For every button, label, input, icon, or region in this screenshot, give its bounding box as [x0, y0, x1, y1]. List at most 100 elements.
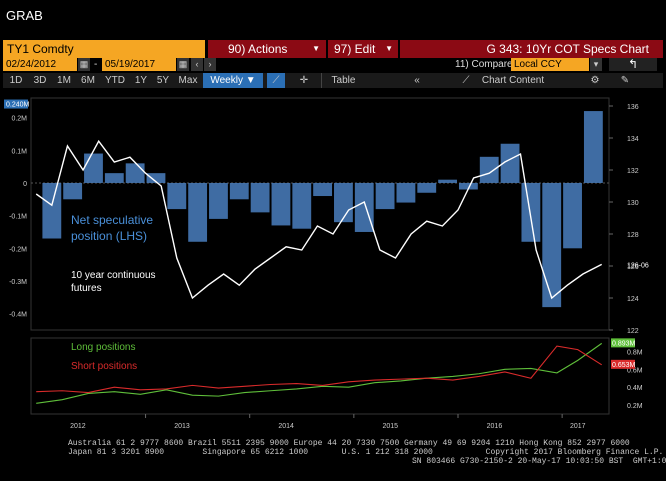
x-axis-tick-label: 2015	[383, 423, 399, 430]
chart-title: G 343: 10Yr COT Specs Chart	[486, 42, 649, 56]
collapse-left-icon[interactable]: «	[414, 75, 420, 86]
crosshair-icon[interactable]: ✛	[299, 75, 309, 86]
upper-plot-frame	[30, 97, 610, 331]
chevron-left-icon[interactable]: ‹	[191, 58, 203, 71]
x-axis-tick-label: 2012	[70, 423, 86, 430]
net-position-bar	[375, 182, 395, 210]
gear-icon[interactable]: ⚙	[590, 75, 600, 86]
chevron-right-icon[interactable]: ›	[204, 58, 216, 71]
left-axis-tick-label: -0.2M	[9, 246, 27, 253]
x-axis-tick-label: 2013	[174, 423, 190, 430]
period-max[interactable]: Max	[178, 75, 198, 86]
cot-chart: 0.2M 0.1M 0 -0.1M -0.2M -0.3M -0.4M 0.240M 136 13…	[4, 97, 649, 430]
settings-icon[interactable]: ✎	[620, 75, 630, 86]
chevron-down-icon[interactable]: ▾	[590, 58, 602, 71]
right-axis-tick-label: 128	[627, 232, 639, 239]
net-position-bar	[167, 182, 187, 210]
footer-line-3: SN 803466 G730-2150-2 20-May-17 10:03:50…	[412, 457, 666, 466]
net-position-bar	[417, 182, 437, 193]
left-axis-tick-label: -0.1M	[9, 214, 27, 221]
window-title: GRAB	[6, 8, 43, 23]
compare-field[interactable]: Local CCY	[511, 58, 589, 71]
left-axis-tick-label: -0.3M	[9, 279, 27, 286]
back-arrow-icon[interactable]: ↰	[609, 58, 657, 71]
lower-last-value-label: 0.893M	[612, 340, 636, 347]
end-date-field[interactable]: 05/19/2017	[102, 58, 176, 71]
net-position-bar	[146, 173, 166, 183]
right-axis-tick-label: 130	[627, 200, 639, 207]
chevron-down-icon: ▼	[312, 44, 320, 53]
net-position-bar	[125, 163, 145, 183]
lower-plot-frame	[30, 337, 610, 415]
long-positions-line	[36, 342, 603, 404]
net-position-bar	[271, 182, 291, 226]
left-axis-tick-label: 0.2M	[11, 116, 27, 123]
left-axis-last-value-badge	[4, 99, 28, 109]
net-position-bar	[209, 182, 228, 219]
short-positions-annotation: Short positions	[71, 361, 137, 372]
line-chart-icon[interactable]: ⟋	[267, 73, 285, 88]
net-position-annotation-line1: Net speculative	[71, 213, 153, 227]
futures-line	[35, 139, 603, 300]
chart-content-button[interactable]: Chart Content	[481, 75, 545, 86]
right-axis-tick-label: 136	[627, 104, 639, 111]
net-position-bar	[188, 182, 208, 242]
period-5y[interactable]: 5Y	[156, 75, 170, 86]
lower-last-value-label: 0.653M	[612, 362, 636, 369]
table-button[interactable]: Table	[321, 73, 365, 88]
period-3d[interactable]: 3D	[33, 75, 47, 86]
lower-axis-tick-label: 0.6M	[627, 367, 643, 374]
net-position-bar	[438, 179, 457, 183]
ticker-field[interactable]: TY1 Comdty	[3, 40, 205, 58]
lower-axis-tick-label: 0.2M	[627, 403, 643, 410]
chart-content-icon: ⟋	[462, 75, 470, 86]
period-6m[interactable]: 6M	[81, 75, 95, 86]
left-axis-tick-label: -0.4M	[9, 312, 27, 319]
footer-line-1: Australia 61 2 9777 8600 Brazil 5511 239…	[68, 439, 630, 448]
period-1m[interactable]: 1M	[57, 75, 71, 86]
net-position-bar	[542, 182, 562, 308]
actions-menu[interactable]: 90) Actions ▼	[208, 40, 326, 58]
right-axis-tick-label: 126	[627, 264, 639, 271]
window-titlebar: GRAB	[0, 0, 666, 38]
net-position-bar	[229, 182, 249, 200]
footer-line-2: Japan 81 3 3201 8900 Singapore 65 6212 1…	[68, 448, 664, 457]
calendar-icon[interactable]: ▦	[78, 58, 90, 71]
left-axis-tick-label: 0	[23, 181, 27, 188]
frequency-label: Weekly	[210, 75, 243, 86]
lower-axis-tick-label: 0.4M	[627, 385, 643, 392]
net-position-bar	[42, 182, 62, 239]
lower-last-value-badge	[611, 338, 635, 348]
right-axis-last-value-label: 126-06	[627, 262, 649, 269]
actions-label: 90) Actions	[228, 42, 288, 56]
period-ytd[interactable]: YTD	[105, 75, 125, 86]
period-1y[interactable]: 1Y	[134, 75, 148, 86]
futures-annotation-line2: futures	[71, 283, 102, 294]
edit-menu[interactable]: 97) Edit ▼	[328, 40, 398, 58]
footer: Australia 61 2 9777 8600 Brazil 5511 239…	[0, 437, 666, 481]
edit-label: 97) Edit	[334, 42, 376, 56]
compare-label: 11) Compare	[455, 59, 513, 70]
date-dash: -	[94, 59, 98, 70]
left-axis-tick-label: 0.1M	[11, 148, 27, 155]
net-position-bar	[250, 182, 270, 213]
lower-last-value-badge	[611, 359, 635, 369]
start-date-field[interactable]: 02/24/2012	[3, 58, 77, 71]
right-axis-tick-label: 122	[627, 328, 639, 335]
calendar-icon[interactable]: ▦	[177, 58, 189, 71]
net-position-bar	[84, 153, 103, 183]
chevron-down-icon: ▼	[385, 44, 393, 53]
chevron-down-icon: ▼	[245, 75, 256, 86]
frequency-select[interactable]: Weekly ▼	[203, 73, 263, 88]
net-position-bar	[334, 182, 353, 223]
net-position-bar	[313, 182, 333, 197]
net-position-annotation-line2: position (LHS)	[71, 229, 147, 243]
right-axis-tick-label: 132	[627, 168, 639, 175]
right-axis-tick-label: 124	[627, 296, 639, 303]
futures-annotation-line1: 10 year continuous	[71, 270, 156, 281]
net-position-bar	[104, 173, 124, 183]
period-1d[interactable]: 1D	[9, 75, 23, 86]
chart-toolbar: 1D 3D 1M 6M YTD 1Y 5Y Max Weekly ▼ ⟋ ✛ T…	[3, 73, 663, 88]
short-positions-line	[36, 345, 603, 394]
command-bar: TY1 Comdty 90) Actions ▼ 97) Edit ▼ G 34…	[3, 40, 663, 58]
